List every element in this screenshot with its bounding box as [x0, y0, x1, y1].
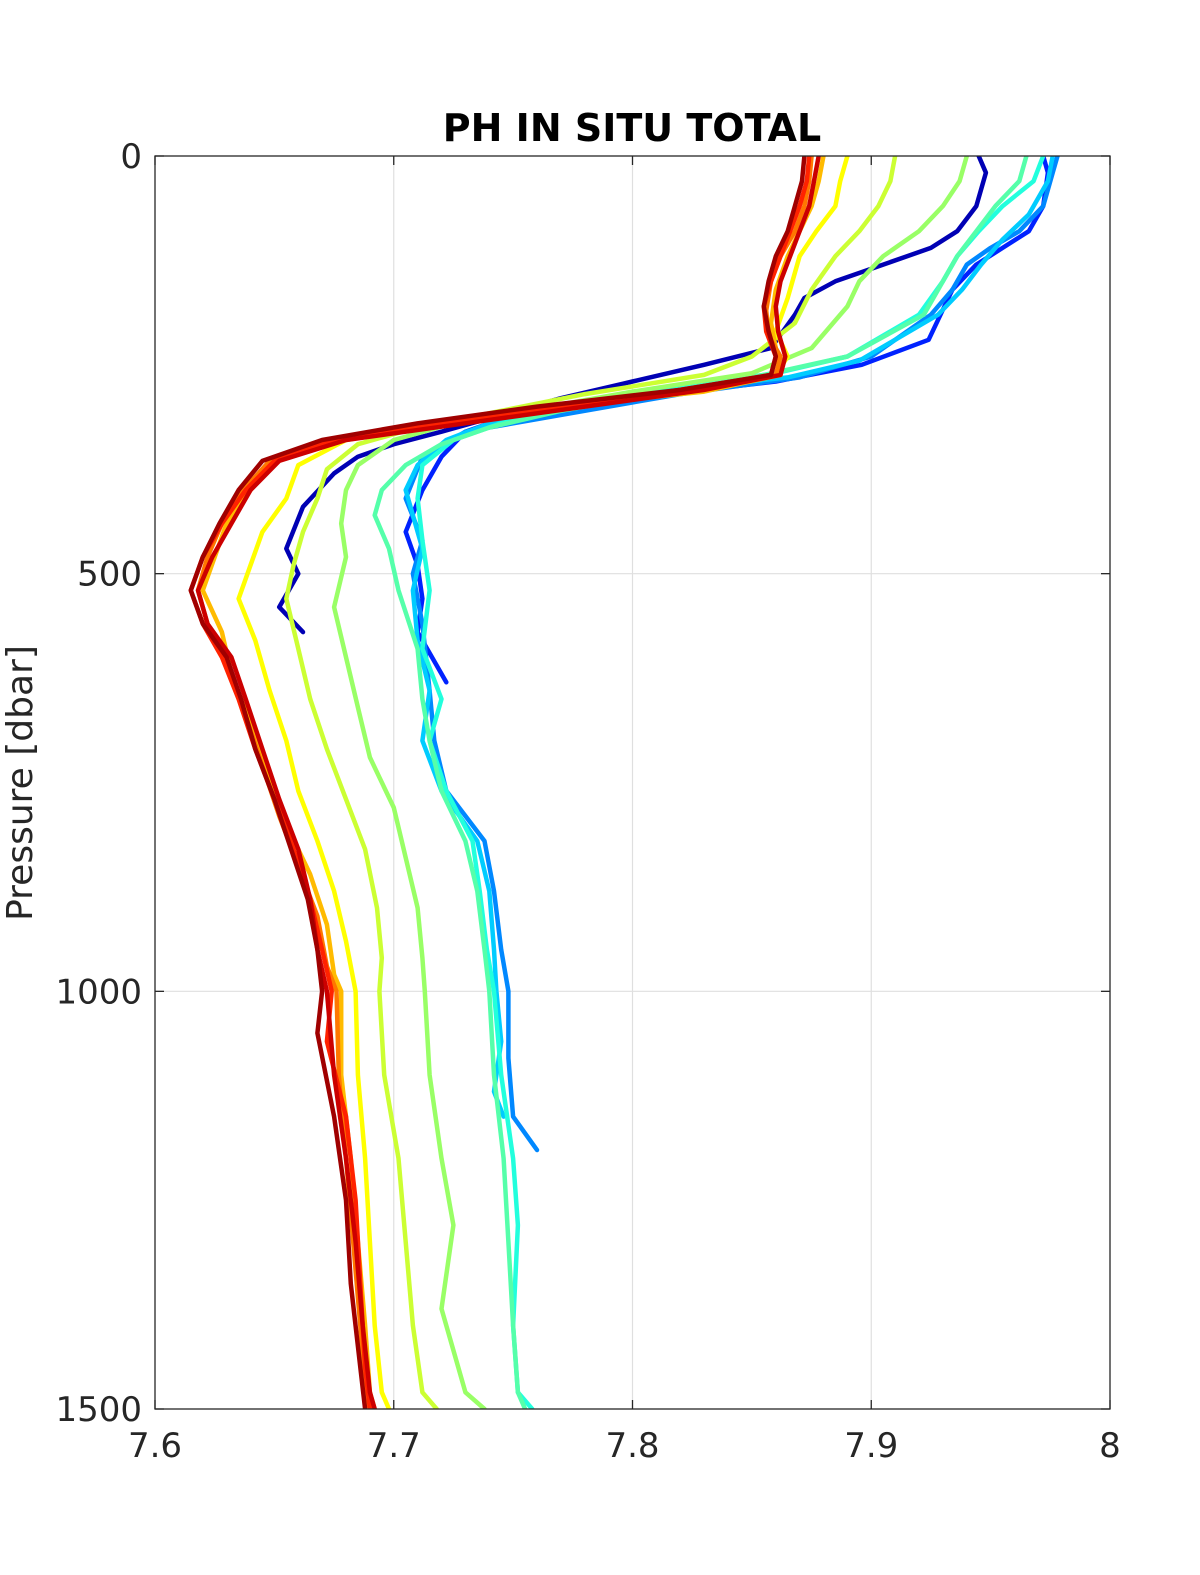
- ph-profile-line: [188, 156, 807, 1409]
- y-tick-label: 1000: [55, 972, 142, 1012]
- x-tick-label: 7.8: [605, 1426, 659, 1466]
- x-tick-labels: 7.6 7.7 7.8 7.9 8: [128, 1426, 1121, 1466]
- ph-profile-line: [403, 156, 1055, 1119]
- x-tick-label: 7.9: [844, 1426, 898, 1466]
- ph-profile-line: [276, 156, 989, 635]
- series-layer: [188, 156, 1060, 1409]
- ph-profile-line: [372, 156, 1029, 1409]
- y-axis-label: Pressure [dbar]: [0, 645, 41, 921]
- ph-profile-line: [331, 156, 970, 1409]
- chart-title: PH IN SITU TOTAL: [443, 106, 821, 150]
- x-tick-label: 8: [1099, 1426, 1121, 1466]
- x-tick-label: 7.7: [367, 1426, 421, 1466]
- grid-lines: [155, 156, 1110, 1409]
- ph-profile-line: [284, 156, 898, 1409]
- axis-ticks: [154, 155, 1111, 1410]
- y-tick-label: 1500: [55, 1390, 142, 1430]
- y-tick-label: 500: [77, 555, 142, 595]
- y-tick-labels: 0 500 1000 1500: [55, 137, 142, 1430]
- y-tick-label: 0: [120, 137, 142, 177]
- ph-profile-line: [195, 156, 821, 1409]
- ph-profile-line: [236, 156, 850, 1409]
- x-tick-label: 7.6: [128, 1426, 182, 1466]
